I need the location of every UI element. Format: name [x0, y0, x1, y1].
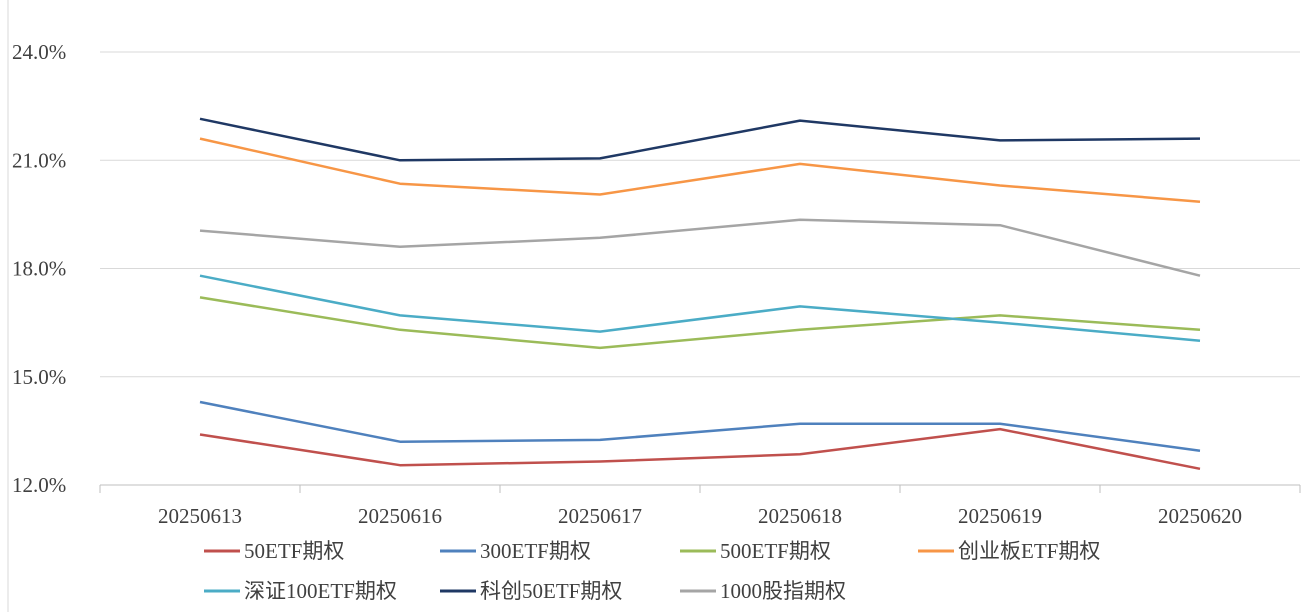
y-tick-label: 12.0%	[12, 473, 66, 497]
legend-label: 深证100ETF期权	[244, 579, 397, 603]
y-tick-label: 24.0%	[12, 40, 66, 64]
y-axis-ticks: 12.0% 15.0% 18.0% 21.0% 24.0%	[12, 40, 66, 497]
series-line-6	[199, 117, 1201, 162]
series-lines	[199, 117, 1201, 471]
x-tick-label: 20250613	[158, 504, 242, 528]
x-tick-label: 20250620	[1158, 504, 1242, 528]
legend-label: 300ETF期权	[480, 539, 591, 563]
x-tick-label: 20250618	[758, 504, 842, 528]
legend-label: 500ETF期权	[720, 539, 831, 563]
legend-label: 1000股指期权	[720, 579, 846, 603]
legend: 50ETF期权 300ETF期权 500ETF期权 创业板ETF期权深证100ETF期…	[204, 539, 1100, 603]
legend-label: 创业板ETF期权	[958, 539, 1100, 563]
series-line-7	[199, 218, 1201, 277]
legend-label: 50ETF期权	[244, 539, 344, 563]
series-line-1	[199, 427, 1201, 471]
y-tick-label: 15.0%	[12, 365, 66, 389]
y-tick-label: 21.0%	[12, 148, 66, 172]
series-line-4	[199, 137, 1201, 203]
y-tick-label: 18.0%	[12, 257, 66, 281]
x-tick-label: 20250619	[958, 504, 1042, 528]
series-line-3	[199, 296, 1201, 350]
x-tick-label: 20250616	[358, 504, 442, 528]
legend-label: 科创50ETF期权	[480, 579, 622, 603]
x-tick-label: 20250617	[558, 504, 642, 528]
x-axis: 20250613 20250616 20250617 20250618 20250619…	[99, 484, 1301, 528]
series-line-5	[199, 274, 1201, 342]
series-line-2	[199, 400, 1201, 452]
